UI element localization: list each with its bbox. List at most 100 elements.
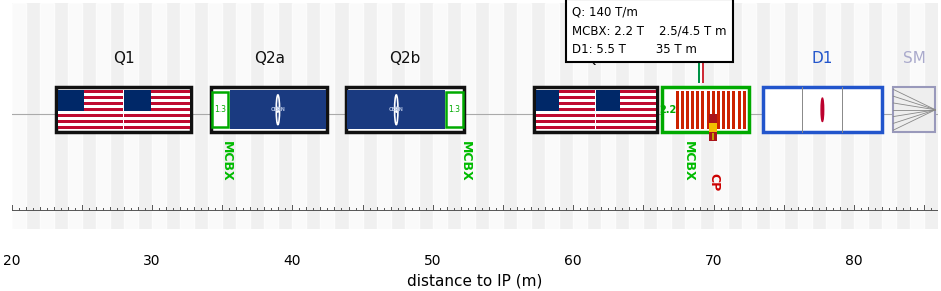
Bar <box>212 92 229 127</box>
Bar <box>763 87 882 132</box>
X-axis label: distance to IP (m): distance to IP (m) <box>407 273 543 288</box>
Bar <box>124 3 138 229</box>
Text: 2.2: 2.2 <box>660 105 677 115</box>
Bar <box>517 3 531 229</box>
Bar <box>124 123 190 126</box>
Bar <box>58 90 123 129</box>
Bar <box>722 91 725 129</box>
Bar <box>717 91 720 129</box>
Bar <box>264 3 279 229</box>
Bar <box>691 91 694 129</box>
Bar <box>713 3 727 229</box>
Bar <box>702 56 705 83</box>
Text: SM: SM <box>903 51 926 66</box>
Bar <box>433 3 447 229</box>
Bar <box>696 91 699 129</box>
Text: 1.3: 1.3 <box>448 105 460 114</box>
Bar <box>597 93 656 96</box>
Bar <box>11 3 25 229</box>
Bar <box>698 56 700 83</box>
Bar <box>535 90 559 111</box>
Bar <box>58 111 123 114</box>
Bar <box>597 105 656 108</box>
Bar <box>58 99 123 102</box>
Bar <box>770 3 784 229</box>
Bar <box>124 90 151 111</box>
Bar <box>710 113 717 123</box>
Bar <box>681 91 684 129</box>
Bar <box>882 3 896 229</box>
Bar <box>489 3 502 229</box>
Bar <box>40 3 54 229</box>
Bar <box>910 3 924 229</box>
Bar <box>345 87 464 132</box>
Bar <box>58 105 123 108</box>
Bar <box>535 111 595 114</box>
Bar <box>446 92 463 127</box>
Bar <box>535 93 595 96</box>
Bar <box>826 3 840 229</box>
Bar <box>545 3 559 229</box>
Text: D1: D1 <box>812 51 833 66</box>
Bar <box>597 90 620 111</box>
Bar <box>535 105 595 108</box>
Bar <box>58 123 123 126</box>
Bar <box>658 3 672 229</box>
Bar <box>712 133 713 140</box>
Bar <box>798 3 812 229</box>
Text: MCBX: MCBX <box>682 141 694 182</box>
Circle shape <box>821 98 823 121</box>
Bar <box>180 3 194 229</box>
Text: CERN: CERN <box>389 107 404 112</box>
Bar <box>597 111 656 114</box>
Bar <box>535 99 595 102</box>
Bar <box>124 93 190 96</box>
Bar <box>321 3 334 229</box>
Bar <box>58 90 84 111</box>
Bar <box>96 3 110 229</box>
Bar <box>211 87 327 132</box>
Bar <box>727 91 730 129</box>
Bar <box>535 123 595 126</box>
Bar <box>738 91 741 129</box>
Bar <box>208 3 222 229</box>
Bar <box>152 3 166 229</box>
Bar <box>535 90 595 129</box>
Bar <box>710 132 717 141</box>
Bar <box>535 117 595 120</box>
Bar <box>58 117 123 120</box>
Bar <box>676 91 678 129</box>
Bar <box>376 3 391 229</box>
Bar <box>124 111 190 114</box>
Bar <box>597 117 656 120</box>
Text: CERN: CERN <box>270 107 285 112</box>
Bar <box>766 90 879 129</box>
Text: CP: CP <box>708 173 721 191</box>
Bar <box>124 99 190 102</box>
Bar <box>597 90 656 129</box>
Bar <box>686 91 689 129</box>
Bar <box>601 3 615 229</box>
Text: Q1: Q1 <box>113 51 135 66</box>
Text: Q: 140 T/m
MCBX: 2.2 T    2.5/4.5 T m
D1: 5.5 T        35 T m: Q: 140 T/m MCBX: 2.2 T 2.5/4.5 T m D1: 5… <box>572 5 726 56</box>
Bar <box>662 87 749 132</box>
Bar <box>348 3 362 229</box>
Bar <box>711 91 714 129</box>
Text: Q3: Q3 <box>584 51 607 66</box>
Bar <box>124 90 190 129</box>
Text: MCBX: MCBX <box>220 141 232 182</box>
Bar <box>742 91 745 129</box>
Bar <box>461 3 475 229</box>
Bar <box>732 91 735 129</box>
Bar <box>597 123 656 126</box>
Bar <box>236 3 250 229</box>
Bar <box>56 87 191 132</box>
Bar <box>893 87 935 132</box>
Bar <box>854 3 868 229</box>
Bar <box>405 3 419 229</box>
Text: Q2a: Q2a <box>254 51 285 66</box>
Bar <box>124 105 190 108</box>
Bar <box>710 123 717 132</box>
Bar <box>701 91 705 129</box>
Bar <box>700 56 702 83</box>
